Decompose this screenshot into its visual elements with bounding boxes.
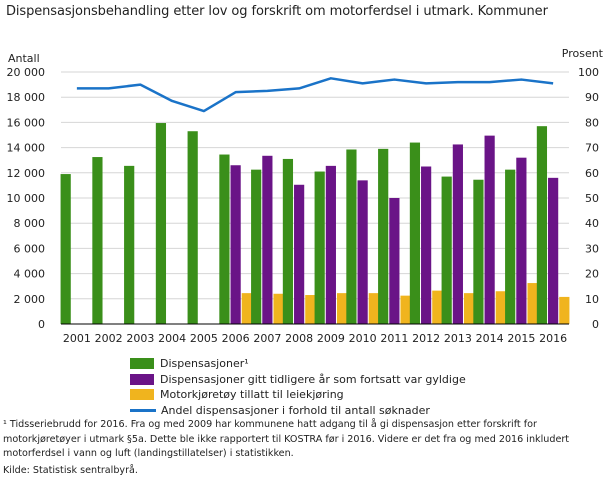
x-tick-label: 2014 (476, 332, 504, 345)
bar-6a1487 (516, 157, 527, 324)
line-series-andel (76, 77, 554, 113)
x-tick-label: 2012 (412, 332, 440, 345)
bar-3a8f1a (314, 171, 325, 324)
legend-swatch-line (130, 408, 156, 412)
bar-6a1487 (294, 184, 305, 324)
legend-label: Dispensasjoner gitt tidligere år som for… (160, 372, 466, 386)
legend-item-tidligere: Dispensasjoner gitt tidligere år som for… (130, 372, 466, 388)
bar-6a1487 (262, 155, 273, 324)
bar-6a1487 (230, 165, 241, 324)
bar-6a1487 (484, 135, 495, 324)
bar-6a1487 (325, 165, 336, 324)
bar-3a8f1a (409, 142, 421, 324)
bar-3a8f1a (219, 154, 230, 324)
bar-3a8f1a (251, 169, 262, 324)
y-tick-left: 6 000 (14, 242, 46, 255)
bar-f0b41e (273, 293, 284, 324)
bar-3a8f1a (60, 174, 71, 324)
y-tick-left: 12 000 (7, 167, 46, 180)
y-tick-left: 0 (38, 318, 45, 331)
footnote-text: ¹ Tidsseriebrudd for 2016. Fra og med 20… (3, 419, 570, 459)
bar-6a1487 (357, 180, 368, 324)
bar-3a8f1a (536, 126, 548, 325)
bar-3a8f1a (155, 123, 167, 324)
bar-3a8f1a (346, 149, 357, 324)
x-tick-label: 2007 (253, 332, 281, 345)
bar-6a1487 (421, 166, 432, 324)
x-tick-label: 2001 (63, 332, 91, 345)
x-tick-label: 2011 (380, 332, 408, 345)
legend-swatch-yellow (130, 389, 154, 401)
y-tick-left: 8 000 (14, 217, 46, 230)
legend-label: Motorkjøretøy tillatt til leiekjøring (160, 388, 344, 402)
x-tick-label: 2008 (285, 332, 313, 345)
legend-swatch-purple (130, 373, 154, 385)
bar-6a1487 (389, 198, 400, 324)
y-tick-right: 10 (585, 293, 599, 306)
bar-6a1487 (452, 144, 463, 324)
y-tick-right: 70 (585, 142, 599, 155)
right-axis-title: Prosent (561, 47, 603, 60)
legend-label: Andel dispensasjoner i forhold til antal… (161, 403, 430, 417)
y-tick-right: 30 (585, 242, 599, 255)
y-tick-right: 40 (585, 217, 599, 230)
y-tick-left: 10 000 (7, 192, 46, 205)
bar-f0b41e (305, 295, 316, 324)
bar-3a8f1a (505, 169, 516, 324)
legend-swatch-green (130, 358, 154, 370)
y-tick-left: 2 000 (14, 293, 46, 306)
left-axis-title: Antall (8, 52, 40, 65)
legend-item-andel: Andel dispensasjoner i forhold til antal… (130, 403, 466, 419)
bar-3a8f1a (92, 157, 103, 324)
y-tick-left: 14 000 (7, 142, 46, 155)
legend-item-dispensasjoner: Dispensasjoner¹ (130, 356, 466, 372)
chart-title: Dispensasjonsbehandling etter lov og for… (6, 4, 548, 19)
bar-f0b41e (400, 295, 411, 324)
x-tick-label: 2010 (349, 332, 377, 345)
bar-f0b41e (336, 293, 348, 324)
y-tick-left: 20 000 (7, 66, 46, 79)
bar-3a8f1a (124, 165, 135, 324)
y-tick-right: 100 (578, 66, 599, 79)
y-tick-right: 90 (585, 91, 599, 104)
y-tick-left: 16 000 (7, 116, 46, 129)
x-tick-label: 2006 (222, 332, 250, 345)
bar-3a8f1a (473, 179, 484, 324)
bar-f0b41e (463, 293, 475, 324)
legend-label: Dispensasjoner¹ (160, 357, 249, 371)
bar-3a8f1a (187, 131, 198, 324)
y-tick-right: 0 (592, 318, 599, 331)
bar-f0b41e (432, 290, 443, 324)
bar-f0b41e (368, 293, 379, 324)
x-tick-label: 2005 (190, 332, 218, 345)
x-tick-label: 2009 (317, 332, 345, 345)
x-tick-label: 2013 (444, 332, 472, 345)
bar-f0b41e (241, 293, 252, 324)
bar-3a8f1a (378, 148, 389, 324)
bar-f0b41e (527, 283, 538, 324)
bar-6a1487 (548, 177, 559, 324)
legend-item-leiekjoring: Motorkjøretøy tillatt til leiekjøring (130, 387, 466, 403)
y-tick-left: 18 000 (7, 91, 46, 104)
chart-legend: Dispensasjoner¹ Dispensasjoner gitt tidl… (130, 356, 466, 418)
y-tick-right: 80 (585, 116, 599, 129)
x-tick-label: 2003 (126, 332, 154, 345)
y-tick-left: 4 000 (14, 268, 46, 281)
bar-3a8f1a (441, 176, 452, 324)
x-tick-label: 2002 (95, 332, 123, 345)
bar-f0b41e (495, 291, 506, 324)
y-tick-right: 60 (585, 167, 599, 180)
footnote-block: ¹ Tidsseriebrudd for 2016. Fra og med 20… (3, 418, 603, 478)
x-tick-label: 2015 (507, 332, 535, 345)
source-text: Kilde: Statistisk sentralbyrå. (3, 464, 138, 476)
y-tick-right: 50 (585, 192, 599, 205)
x-tick-label: 2004 (158, 332, 186, 345)
bar-3a8f1a (282, 158, 294, 324)
x-tick-label: 2016 (539, 332, 567, 345)
bar-f0b41e (559, 296, 570, 324)
y-tick-right: 20 (585, 268, 599, 281)
